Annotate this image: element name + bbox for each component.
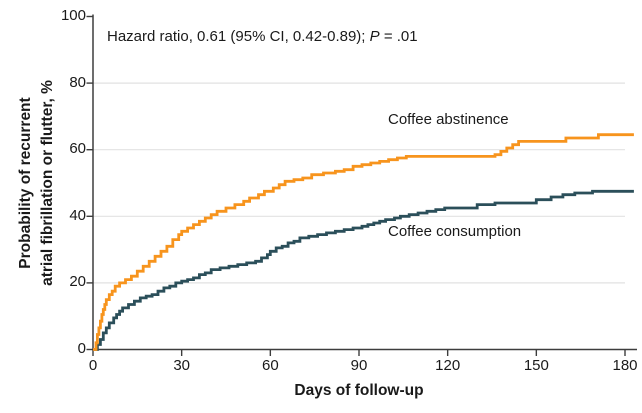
p-value-text: = .01 xyxy=(379,28,418,45)
series-label-coffee-abstinence: Coffee abstinence xyxy=(388,111,509,128)
y-tick-label-80: 80 xyxy=(69,73,86,91)
curve-coffee-abstinence xyxy=(93,133,634,351)
x-tick-label-0: 0 xyxy=(88,357,98,374)
y-tick-label-40: 40 xyxy=(69,206,86,224)
y-tick-label-0: 0 xyxy=(77,340,86,357)
y-axis-title-line1: Probability of recurrent xyxy=(17,97,34,269)
x-tick-label-150: 150 xyxy=(523,357,549,374)
x-tick-label-60: 60 xyxy=(261,357,279,374)
x-tick-label-90: 90 xyxy=(350,357,368,374)
p-value-symbol: P xyxy=(369,28,380,45)
y-tick-label-60: 60 xyxy=(69,140,86,158)
hazard-ratio-text: Hazard ratio, 0.61 (95% CI, 0.42-0.89); xyxy=(107,28,370,45)
x-tick-label-30: 30 xyxy=(173,357,190,374)
x-tick-label-120: 120 xyxy=(435,357,461,374)
series-label-coffee-consumption: Coffee consumption xyxy=(388,223,522,240)
x-axis-title: Days of follow-up xyxy=(294,382,424,399)
curve-coffee-consumption xyxy=(93,189,634,351)
hazard-ratio-annotation: Hazard ratio, 0.61 (95% CI, 0.42-0.89); … xyxy=(107,28,418,45)
y-tick-label-20: 20 xyxy=(69,273,86,291)
x-tick-label-180: 180 xyxy=(612,357,638,374)
y-tick-label-100: 100 xyxy=(60,7,86,24)
